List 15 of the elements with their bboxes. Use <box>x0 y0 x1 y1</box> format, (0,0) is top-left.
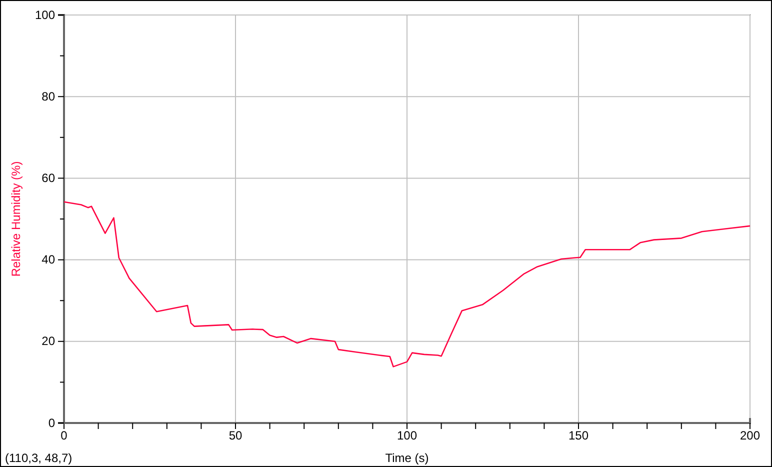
x-tick-label: 0 <box>60 428 68 443</box>
y-tick-label: 60 <box>42 171 56 186</box>
y-tick-label: 0 <box>48 416 56 430</box>
y-tick-label: 40 <box>42 252 56 267</box>
y-tick-label: 20 <box>42 334 56 348</box>
x-tick-label: 100 <box>396 428 418 443</box>
x-tick-label: 150 <box>568 428 589 443</box>
x-tick-label: 200 <box>740 428 760 443</box>
y-tick-label: 80 <box>42 89 56 104</box>
line-series <box>63 201 751 368</box>
y-axis-title: Relative Humidity (%) <box>9 161 23 277</box>
x-tick-label: 50 <box>228 428 242 443</box>
x-axis-title: Time (s) <box>385 451 429 465</box>
text: (110,3, 48,7) <box>5 451 72 465</box>
y-tick-label: 100 <box>34 8 56 22</box>
